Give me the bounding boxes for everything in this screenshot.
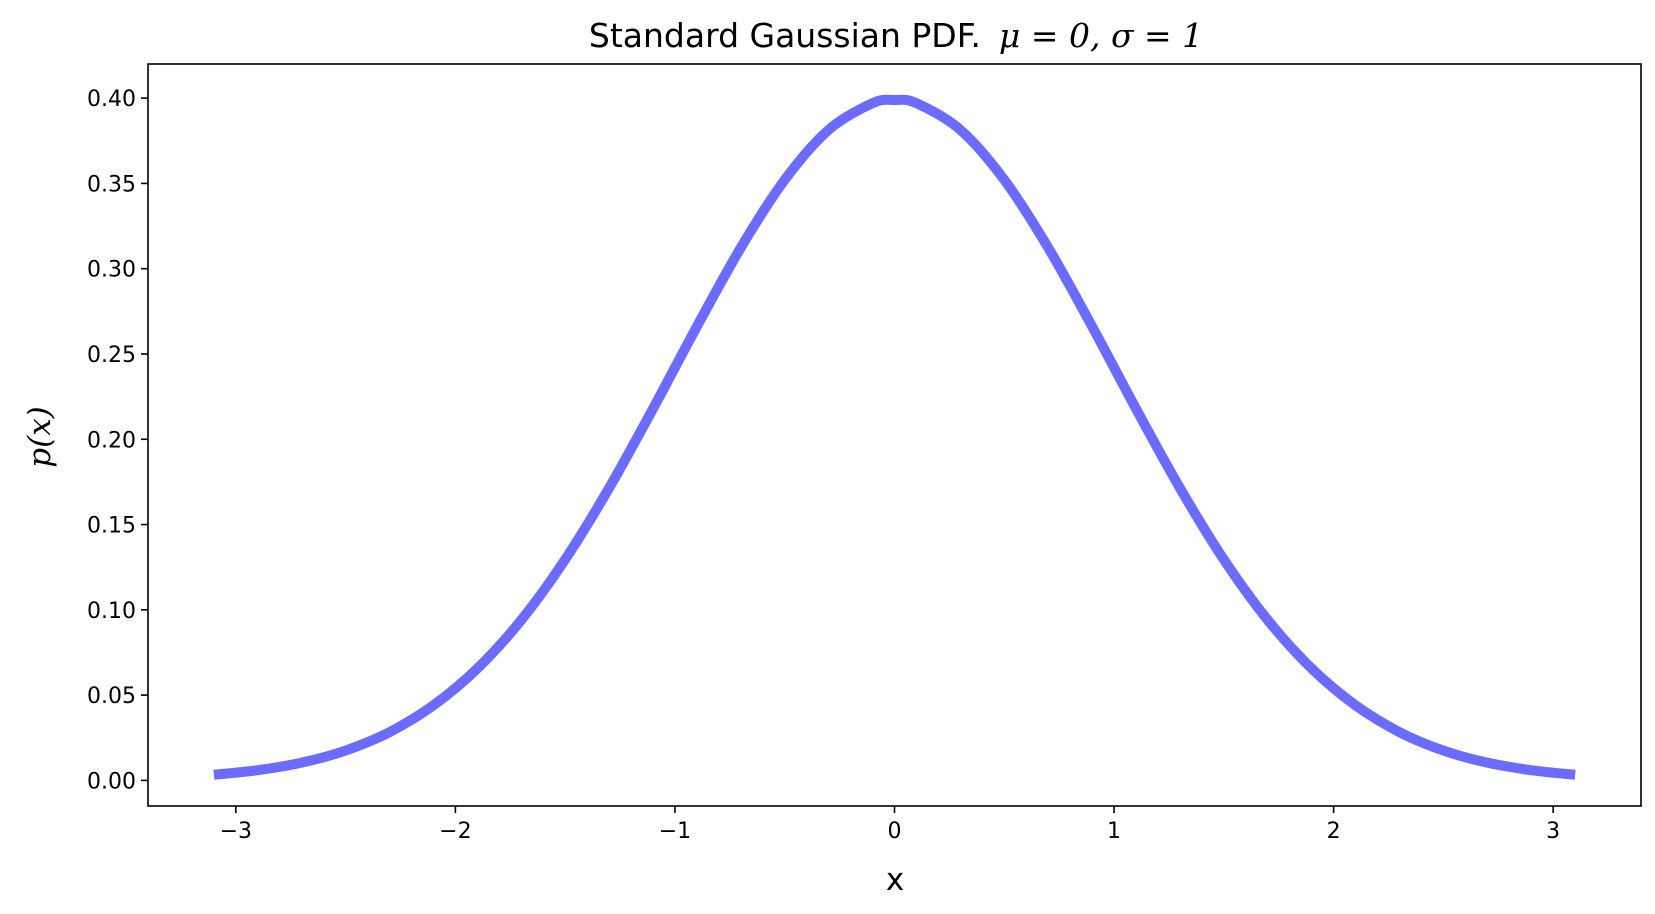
y-tick-label: 0.20 — [87, 428, 136, 453]
x-tick-label: 1 — [1107, 819, 1121, 844]
chart-title-math: μ = 0, σ = 1 — [999, 16, 1203, 55]
chart-title-prefix: Standard Gaussian PDF. — [589, 16, 981, 55]
y-tick-label: 0.05 — [87, 684, 136, 709]
plot-area: −3 −2 −1 0 1 2 3 0.00 0.05 0.10 0.15 0.20 0.25 0.30 0.… — [87, 63, 1642, 844]
x-tick-label: −2 — [439, 819, 471, 844]
chart-title: Standard Gaussian PDF. μ = 0, σ = 1 — [589, 16, 1203, 55]
y-axis-label: p(x) — [22, 406, 58, 468]
x-axis-label: x — [886, 862, 904, 898]
x-tick-label: 2 — [1327, 819, 1341, 844]
y-tick-label: 0.35 — [87, 172, 136, 197]
y-tick-label: 0.00 — [87, 769, 136, 794]
y-tick-label: 0.30 — [87, 258, 136, 283]
pdf-curve-line — [213, 94, 1576, 780]
y-tick-label: 0.10 — [87, 599, 136, 624]
x-tick-label: −3 — [220, 819, 252, 844]
x-tick-label: 0 — [888, 819, 902, 844]
y-tick-label: 0.25 — [87, 343, 136, 368]
y-tick-label: 0.40 — [87, 87, 136, 112]
x-tick-label: 3 — [1546, 819, 1560, 844]
y-tick-label: 0.15 — [87, 514, 136, 539]
x-tick-label: −1 — [659, 819, 691, 844]
